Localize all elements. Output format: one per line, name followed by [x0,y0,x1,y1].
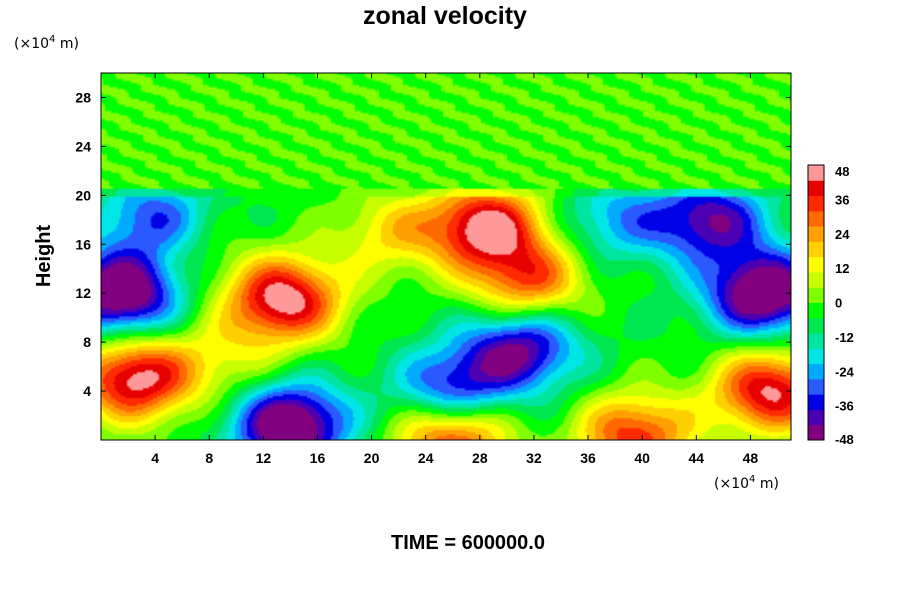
colorbar-segment [808,424,824,441]
x-tick-label: 32 [526,450,542,466]
x-axis-unit: (×104 m) [714,474,779,492]
x-tick-label: 16 [310,450,326,466]
x-tick-label: 8 [205,450,213,466]
x-tick-label: 48 [743,450,759,466]
colorbar-tick-label: -36 [835,399,854,414]
x-tick-label: 12 [256,450,272,466]
y-axis-unit: (×104 m) [14,34,79,52]
x-tick-label: 44 [689,450,705,466]
y-tick-label: 20 [75,187,91,203]
colorbar-segment [808,302,824,319]
colorbar-segment [808,409,824,426]
heatmap-field [101,73,791,440]
colorbar-segment [808,333,824,349]
colorbar-segment [808,180,824,197]
colorbar-tick-label: -24 [835,364,855,379]
colorbar-segment [808,195,824,212]
colorbar-segment [808,394,824,410]
y-tick-label: 8 [83,334,91,350]
colorbar-segment [808,317,824,334]
y-axis-label: Height [33,225,55,288]
y-tick-label: 12 [75,285,91,301]
colorbar-tick-label: -48 [835,432,854,447]
colorbar-frame [807,164,825,441]
x-axis: 4 8 12 16 20 24 28 32 36 40 44 48 [151,73,758,466]
y-tick-label: 28 [75,89,91,105]
plot-area [100,72,792,441]
plot-frame [100,72,792,441]
x-tick-label: 4 [151,450,159,466]
colorbar-tick-label: 24 [835,227,850,242]
colorbar-tick-label: 12 [835,261,849,276]
colorbar-segment [808,165,824,181]
colorbar: 48 36 24 12 0 -12 -24 -36 -48 [807,164,855,447]
colorbar-segment [808,348,824,365]
y-tick-label: 4 [83,383,91,399]
x-tick-label: 28 [472,450,488,466]
colorbar-segment [808,271,824,288]
colorbar-segment [808,378,824,395]
colorbar-segment [808,287,824,303]
x-tick-label: 36 [580,450,596,466]
colorbar-tick-label: 0 [835,296,842,311]
colorbar-segment [808,210,824,227]
colorbar-segment [808,256,824,273]
colorbar-tick-label: 48 [835,164,849,179]
colorbar-tick-label: 36 [835,192,849,207]
x-tick-label: 40 [634,450,650,466]
y-tick-label: 16 [75,236,91,252]
colorbar-tick-label: -12 [835,330,854,345]
colorbar-segment [808,363,824,380]
chart-title: zonal velocity [363,2,527,30]
colorbar-segment [808,241,824,258]
x-tick-label: 20 [364,450,380,466]
y-axis: 4 8 12 16 20 24 28 [75,89,791,399]
y-tick-label: 24 [75,138,91,154]
time-label: TIME = 600000.0 [391,532,545,554]
colorbar-segment [808,226,824,242]
x-tick-label: 24 [418,450,434,466]
